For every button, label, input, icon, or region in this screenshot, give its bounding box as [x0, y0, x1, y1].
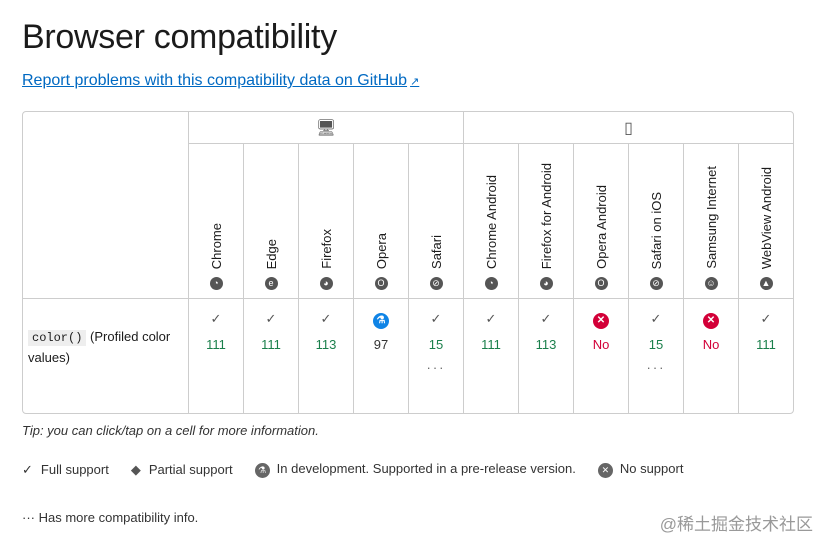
- no-support-icon: ✕: [703, 313, 719, 329]
- version: No: [592, 337, 610, 352]
- version: 111: [206, 337, 226, 352]
- browser-icon: ▲: [759, 277, 773, 290]
- feature-name[interactable]: color() (Profiled color values): [23, 299, 189, 413]
- browser-header: Opera O: [354, 144, 409, 299]
- flask-icon: ⚗: [254, 463, 270, 478]
- support-cell[interactable]: ✕ No: [574, 299, 629, 413]
- check-icon: ✓: [485, 311, 497, 326]
- support-cell[interactable]: ✓ 113: [519, 299, 574, 413]
- support-cell[interactable]: ✓ 111: [189, 299, 244, 413]
- browser-name: Samsung Internet: [703, 166, 719, 269]
- browser-name: Safari on iOS: [648, 191, 664, 269]
- browser-header: Opera Android O: [574, 144, 629, 299]
- version: 15: [428, 337, 444, 352]
- legend: ✓ Full support ◆ Partial support ⚗ In devel…: [22, 461, 683, 478]
- empty-corner: [23, 112, 189, 299]
- feature-label: (Profiled color values): [28, 329, 171, 365]
- no-support-icon: ✕: [593, 313, 609, 329]
- page-title: Browser compatibility: [22, 18, 337, 56]
- support-cell[interactable]: ✕ No: [684, 299, 739, 413]
- browser-header: Chrome Android ◔: [464, 144, 519, 299]
- more-icon: ···: [22, 510, 35, 525]
- legend-label: No support: [619, 461, 684, 476]
- browser-name: Chrome Android: [483, 175, 499, 269]
- legend-label: Partial support: [148, 461, 233, 477]
- browser-header: Firefox for Android ◕: [519, 144, 574, 299]
- browser-icon: e: [264, 277, 278, 290]
- version: 111: [261, 337, 281, 352]
- check-icon: ✓: [22, 461, 33, 477]
- legend-partial: ◆ Partial support: [131, 462, 233, 478]
- browser-name: Edge: [263, 238, 279, 269]
- support-cell[interactable]: ✓ 111: [464, 299, 519, 413]
- more-icon: ···: [426, 360, 446, 375]
- flask-icon: ⚗: [373, 313, 389, 329]
- browser-icon: ◔: [484, 277, 498, 290]
- x-icon: ✕: [597, 463, 613, 478]
- support-cell[interactable]: ✓ 113: [299, 299, 354, 413]
- browser-icon: ◕: [319, 277, 333, 290]
- check-icon: ✓: [265, 311, 277, 326]
- browser-name: WebView Android: [758, 166, 774, 269]
- version: 113: [535, 337, 557, 352]
- external-link-icon: ↗: [410, 76, 420, 88]
- support-cell[interactable]: ✓ 111: [739, 299, 793, 413]
- watermark: @稀土掘金技术社区: [659, 515, 813, 534]
- version: 15: [648, 337, 664, 352]
- browser-header: WebView Android ▲: [739, 144, 793, 299]
- browser-icon: ⊘: [649, 277, 663, 290]
- legend-label: Full support: [40, 461, 109, 477]
- version: 97: [373, 337, 389, 352]
- legend-dev: ⚗ In development. Supported in a pre-rele…: [254, 461, 576, 478]
- browser-header: Samsung Internet ☺: [684, 144, 739, 299]
- compat-table: 🖥︎ ▯ Chrome ◔ Edge e Firefox ◕ Opera O Safari ⊘ Ch…: [22, 111, 794, 414]
- tip-text: Tip: you can click/tap on a cell for mor…: [22, 423, 319, 438]
- browser-icon: O: [374, 277, 388, 290]
- version: No: [702, 337, 720, 352]
- feature-code: color(): [28, 330, 87, 346]
- browser-header: Edge e: [244, 144, 299, 299]
- check-icon: ✓: [760, 311, 772, 326]
- browser-header: Firefox ◕: [299, 144, 354, 299]
- link-text: Report problems with this compatibility …: [22, 72, 408, 89]
- browser-name: Chrome: [208, 222, 224, 269]
- check-icon: ✓: [650, 311, 662, 326]
- browser-name: Opera Android: [593, 185, 609, 269]
- browser-header: Safari on iOS ⊘: [629, 144, 684, 299]
- browser-name: Opera: [373, 232, 389, 269]
- check-icon: ✓: [430, 311, 442, 326]
- support-cell[interactable]: ✓ 15 ···: [409, 299, 464, 413]
- browser-name: Safari: [428, 235, 444, 269]
- desktop-icon: 🖥︎: [189, 112, 464, 144]
- support-cell[interactable]: ✓ 111: [244, 299, 299, 413]
- version: 113: [315, 337, 337, 352]
- legend-more: ··· Has more compatibility info.: [22, 510, 198, 525]
- legend-label: In development. Supported in a pre-relea…: [276, 461, 576, 476]
- check-icon: ✓: [540, 311, 552, 326]
- check-icon: ✓: [320, 311, 332, 326]
- browser-header: Safari ⊘: [409, 144, 464, 299]
- support-cell[interactable]: ⚗ 97: [354, 299, 409, 413]
- more-icon: ···: [646, 360, 666, 375]
- browser-icon: ⊘: [429, 277, 443, 290]
- browser-icon: ☺: [704, 277, 718, 290]
- browser-icon: O: [594, 277, 608, 290]
- browser-name: Firefox for Android: [538, 162, 554, 269]
- mobile-icon: ▯: [464, 112, 793, 144]
- report-github-link[interactable]: Report problems with this compatibility …: [22, 72, 419, 90]
- version: 111: [756, 337, 776, 352]
- legend-label: Has more compatibility info.: [38, 510, 199, 525]
- browser-icon: ◕: [539, 277, 553, 290]
- version: 111: [481, 337, 501, 352]
- legend-full: ✓ Full support: [22, 462, 109, 478]
- partial-icon: ◆: [130, 461, 141, 477]
- check-icon: ✓: [210, 311, 222, 326]
- browser-name: Firefox: [318, 229, 334, 269]
- support-cell[interactable]: ✓ 15 ···: [629, 299, 684, 413]
- legend-none: ✕ No support: [597, 461, 684, 478]
- browser-icon: ◔: [209, 277, 223, 290]
- browser-header: Chrome ◔: [189, 144, 244, 299]
